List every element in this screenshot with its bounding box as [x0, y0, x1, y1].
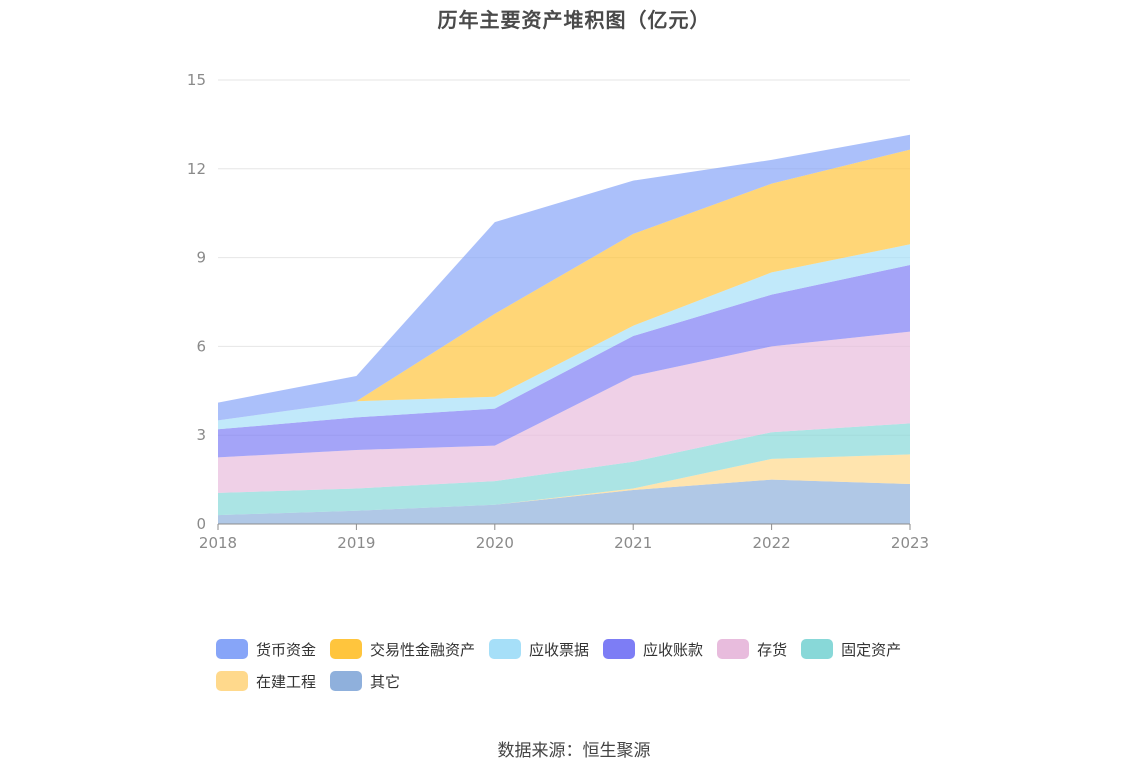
y-tick-label: 9 [196, 249, 206, 267]
area-存货 [218, 331, 910, 493]
legend: 货币资金 交易性金融资产 应收票据 应收账款 存货 固定资产在建工程 其它 [216, 638, 976, 702]
legend-item[interactable]: 货币资金 [216, 638, 316, 660]
legend-label: 存货 [757, 640, 788, 659]
stacked-area-chart: 0 3 6 9 12 15 2018 2019 2020 2021 2022 2023 [187, 71, 929, 552]
area-固定资产 [218, 423, 910, 516]
y-tick-label: 6 [196, 337, 206, 355]
legend-label: 应收账款 [643, 640, 704, 659]
legend-item[interactable]: 应收账款 [603, 638, 703, 660]
legend-label: 应收票据 [529, 640, 590, 659]
y-tick-label: 3 [196, 426, 206, 444]
legend-label: 其它 [370, 672, 401, 691]
area-货币资金 [218, 134, 910, 421]
area-应收账款 [218, 265, 910, 458]
x-tick-label: 2023 [891, 534, 929, 552]
x-tick-label: 2019 [337, 534, 375, 552]
legend-swatch [603, 639, 636, 659]
legend-item[interactable]: 固定资产 [801, 638, 901, 660]
legend-swatch [717, 639, 750, 659]
area-交易性金融资产 [218, 149, 910, 421]
y-tick-label: 15 [187, 71, 206, 89]
x-tick-label: 2021 [614, 534, 652, 552]
legend-item[interactable]: 在建工程 [216, 670, 316, 692]
legend-label: 固定资产 [841, 640, 902, 659]
x-tick-label: 2020 [476, 534, 514, 552]
legend-item[interactable]: 其它 [330, 670, 400, 692]
area-应收票据 [218, 244, 910, 430]
legend-item[interactable]: 应收票据 [489, 638, 589, 660]
legend-swatch [489, 639, 522, 659]
legend-swatch [216, 639, 248, 659]
legend-label: 在建工程 [256, 672, 317, 691]
x-tick-label: 2018 [199, 534, 237, 552]
x-tick-label: 2022 [753, 534, 791, 552]
legend-label: 货币资金 [256, 640, 317, 659]
area-其它 [218, 479, 910, 524]
y-tick-label: 12 [187, 160, 206, 178]
legend-swatch [330, 639, 363, 659]
y-tick-label: 0 [196, 515, 206, 533]
axes: 0 3 6 9 12 15 2018 2019 2020 2021 2022 2023 [187, 71, 929, 552]
legend-swatch [216, 671, 248, 691]
legend-item[interactable]: 存货 [717, 638, 787, 660]
area-在建工程 [218, 454, 910, 516]
area-series [218, 134, 910, 524]
chart-title: 历年主要资产堆积图（亿元） [437, 8, 711, 32]
legend-label: 交易性金融资产 [370, 640, 476, 659]
data-source: 数据来源：恒生聚源 [497, 741, 651, 761]
legend-swatch [801, 639, 834, 659]
legend-swatch [330, 671, 363, 691]
legend-item[interactable]: 交易性金融资产 [330, 638, 475, 660]
